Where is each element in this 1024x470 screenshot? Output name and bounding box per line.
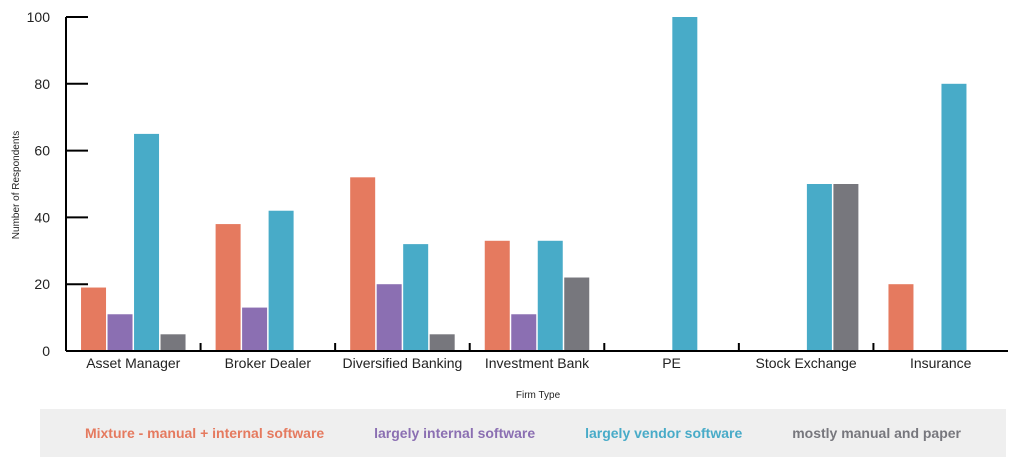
bar-asset-manager-series-3 <box>160 334 186 351</box>
bar-chart: 0 20 40 60 80 100 Asset Manager Broker Dealer D… <box>11 9 1008 401</box>
bar-broker-dealer-series-1 <box>242 307 268 351</box>
y-tick-label: 60 <box>34 143 50 159</box>
bar-asset-manager-series-0 <box>81 287 107 351</box>
y-tick-label: 100 <box>27 9 51 25</box>
bar-stock-exchange-series-2 <box>806 184 832 351</box>
bar-asset-manager-series-2 <box>134 133 160 351</box>
bar-insurance-series-2 <box>941 83 967 352</box>
bar-investment-bank-series-3 <box>564 277 590 351</box>
bar-pe-series-2 <box>672 17 698 351</box>
x-tick-label: PE <box>662 355 681 371</box>
x-tick-label: Broker Dealer <box>225 355 312 371</box>
bar-diversified-banking-series-1 <box>376 284 402 351</box>
bar-investment-bank-series-0 <box>484 240 510 351</box>
y-axis: 0 20 40 60 80 100 <box>27 9 88 359</box>
bar-broker-dealer-series-2 <box>268 210 294 351</box>
legend-item: largely vendor software <box>585 425 743 441</box>
y-tick-label: 80 <box>34 76 50 92</box>
x-tick-label: Investment Bank <box>485 355 590 371</box>
legend-item: mostly manual and paper <box>792 425 962 441</box>
x-axis: Asset Manager Broker Dealer Diversified Ba… <box>66 343 1008 371</box>
y-tick-label: 40 <box>34 209 50 225</box>
bar-investment-bank-series-2 <box>537 240 563 351</box>
x-axis-title: Firm Type <box>516 390 561 401</box>
bars <box>81 17 967 352</box>
x-tick-label: Asset Manager <box>86 355 180 371</box>
bar-investment-bank-series-1 <box>511 314 537 351</box>
bar-broker-dealer-series-0 <box>215 224 241 351</box>
y-tick-label: 0 <box>42 343 50 359</box>
bar-diversified-banking-series-0 <box>350 177 376 351</box>
x-tick-label: Insurance <box>910 355 972 371</box>
bar-diversified-banking-series-2 <box>403 244 429 351</box>
legend-item: largely internal software <box>374 425 536 441</box>
x-tick-label: Diversified Banking <box>343 355 463 371</box>
bar-insurance-series-0 <box>888 284 914 351</box>
x-tick-label: Stock Exchange <box>756 355 857 371</box>
bar-stock-exchange-series-3 <box>833 184 859 351</box>
y-tick-label: 20 <box>34 276 50 292</box>
legend: Mixture - manual + internal software larg… <box>40 409 1006 457</box>
y-axis-title: Number of Respondents <box>11 131 22 239</box>
bar-asset-manager-series-1 <box>107 314 133 351</box>
bar-diversified-banking-series-3 <box>429 334 455 351</box>
legend-item: Mixture - manual + internal software <box>84 425 325 441</box>
